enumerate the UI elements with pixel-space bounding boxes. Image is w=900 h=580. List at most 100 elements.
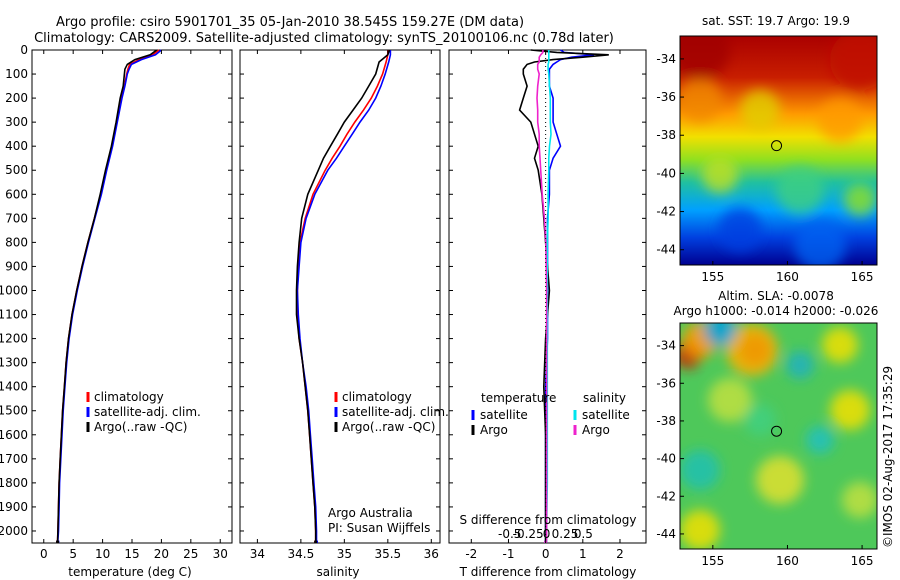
ytick-label: 200 xyxy=(5,91,28,105)
ytick-label: 1500 xyxy=(0,404,28,418)
legend-label: Argo xyxy=(480,423,508,437)
legend-temperature-title: temperature xyxy=(481,391,556,405)
sla-map-subtitle: Argo h1000: -0.014 h2000: -0.026 xyxy=(674,304,879,318)
secondary-xtick-label: 0 xyxy=(543,527,551,541)
map-xtick-label: 165 xyxy=(851,554,874,568)
secondary-xtick-label: -0.5 xyxy=(498,527,521,541)
sla-field xyxy=(680,323,877,549)
salinity-axes-box xyxy=(239,49,441,544)
sla-texture-blob xyxy=(744,404,776,436)
sst-texture-blob xyxy=(740,90,780,130)
series-line-1 xyxy=(518,49,609,541)
ytick-label: 600 xyxy=(5,187,28,201)
sla-texture-blob xyxy=(708,378,752,422)
ytick-label: 1300 xyxy=(0,356,28,370)
sst-texture-blob xyxy=(818,98,862,142)
ytick-label: 800 xyxy=(5,235,28,249)
sla-texture-blob xyxy=(680,510,720,549)
ytick-label: 2000 xyxy=(0,524,28,538)
series-line-2 xyxy=(295,49,391,541)
sla-profile-marker xyxy=(771,425,783,437)
series-line-3 xyxy=(536,50,548,541)
sst-map-panel: sat. SST: 19.7 Argo: 19.9 155 160 165 -34 -… xyxy=(656,14,878,284)
xtick-label: 0 xyxy=(542,547,550,561)
ytick-label: 1400 xyxy=(0,380,28,394)
imos-timestamp: ©IMOS 02-Aug-2017 17:35:29 xyxy=(881,366,895,548)
ytick-label: 100 xyxy=(5,67,28,81)
xtick-label: 0 xyxy=(40,547,48,561)
xtick-label: 20 xyxy=(154,547,169,561)
sla-texture-blob xyxy=(822,327,858,363)
difference-top-xlabel: S difference from climatology xyxy=(460,513,637,527)
header-line1: Argo profile: csiro 5901701_35 05-Jan-20… xyxy=(56,15,524,30)
sla-texture-blob xyxy=(756,456,804,504)
sla-texture-blob xyxy=(842,482,877,518)
xtick-label: 34.5 xyxy=(288,547,315,561)
map-ytick-label: -34 xyxy=(656,339,676,353)
map-ytick-label: -34 xyxy=(656,52,676,66)
sst-field xyxy=(680,36,877,265)
sla-texture-blob xyxy=(806,426,834,454)
map-ytick-label: -38 xyxy=(656,128,676,142)
sst-map-title: sat. SST: 19.7 Argo: 19.9 xyxy=(702,14,850,28)
xtick-label: 25 xyxy=(183,547,198,561)
ytick-label: 1000 xyxy=(0,283,28,297)
sst-texture-blob xyxy=(830,36,877,90)
map-xtick-label: 155 xyxy=(701,270,724,284)
salinity-annotation-line2: PI: Susan Wijffels xyxy=(328,521,430,535)
ytick-label: 300 xyxy=(5,115,28,129)
ytick-label: 1100 xyxy=(0,308,28,322)
secondary-xtick-label: 0.25 xyxy=(552,527,579,541)
ytick-label: 1200 xyxy=(0,332,28,346)
map-ytick-label: -44 xyxy=(656,243,676,257)
temperature-axes-box xyxy=(31,49,233,544)
ytick-label: 400 xyxy=(5,139,28,153)
map-ytick-label: -40 xyxy=(656,452,676,466)
legend-label: Argo(..raw -QC) xyxy=(342,420,435,434)
sla-texture-blob xyxy=(830,390,870,430)
sst-texture-blob xyxy=(702,157,738,193)
ytick-label: 700 xyxy=(5,211,28,225)
difference-panel: -2 -1 0 1 2 -0.5-0.25 0 0.250.5 S difference f… xyxy=(448,49,647,579)
sst-texture-blob xyxy=(776,166,824,214)
map-xtick-label: 165 xyxy=(851,270,874,284)
xtick-label: 5 xyxy=(69,547,77,561)
xtick-label: 10 xyxy=(95,547,110,561)
xtick-label: 35.5 xyxy=(374,547,401,561)
xtick-label: 36 xyxy=(424,547,439,561)
sla-texture-blob xyxy=(704,323,736,346)
map-xtick-label: 160 xyxy=(776,554,799,568)
ytick-label: 1900 xyxy=(0,500,28,514)
xtick-label: 34 xyxy=(250,547,265,561)
sla-texture-blob xyxy=(680,450,720,490)
sla-texture-blob xyxy=(786,351,814,379)
ytick-label: 0 xyxy=(20,43,28,57)
series-line-1 xyxy=(296,50,392,541)
sla-texture-blob xyxy=(726,324,778,376)
xtick-label: -2 xyxy=(465,547,477,561)
xtick-label: 30 xyxy=(213,547,228,561)
ytick-label: 1600 xyxy=(0,428,28,442)
map-ytick-label: -36 xyxy=(656,376,676,390)
sst-texture-blob xyxy=(680,36,730,80)
difference-xlabel: T difference from climatology xyxy=(459,565,637,579)
xtick-label: 15 xyxy=(124,547,139,561)
ytick-label: 900 xyxy=(5,259,28,273)
sst-texture-blob xyxy=(718,208,762,252)
sst-map-box xyxy=(679,35,878,266)
sst-texture-blob xyxy=(844,184,876,216)
header-line2: Climatology: CARS2009. Satellite-adjuste… xyxy=(34,31,614,46)
legend-label: satellite-adj. clim. xyxy=(94,405,201,419)
sla-map-box xyxy=(679,322,878,550)
ytick-label: 500 xyxy=(5,163,28,177)
map-xtick-label: 155 xyxy=(701,554,724,568)
ytick-label: 1700 xyxy=(0,452,28,466)
ytick-label: 1800 xyxy=(0,476,28,490)
sst-texture-blob xyxy=(794,219,846,265)
map-ytick-label: -44 xyxy=(656,527,676,541)
sst-profile-marker xyxy=(771,140,783,152)
sla-map-title: Altim. SLA: -0.0078 xyxy=(718,289,834,303)
map-ytick-label: -42 xyxy=(656,205,676,219)
legend-label: satellite xyxy=(480,408,528,422)
